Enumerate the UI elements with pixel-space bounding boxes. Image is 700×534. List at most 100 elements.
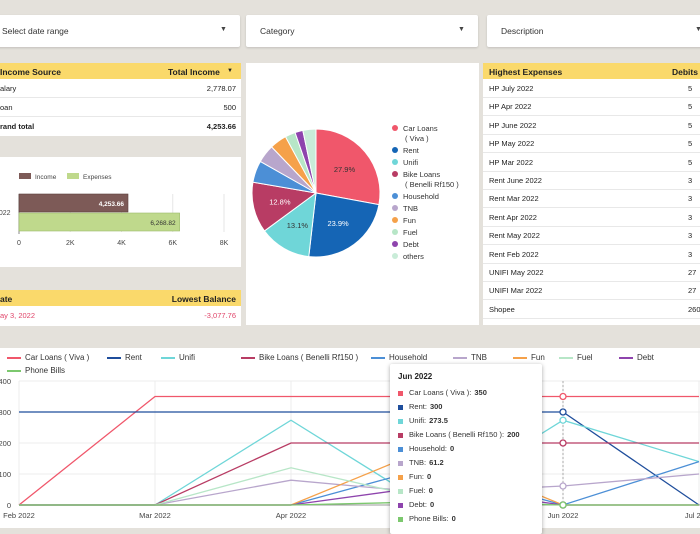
line-x-tick-label: Jul 2022 [685,511,700,520]
balance-value-cell: -3,077.76 [204,311,236,320]
line-series[interactable] [19,501,699,506]
line-legend-label: Rent [125,353,142,362]
highest-expenses-header[interactable]: Highest Expenses [489,67,563,77]
line-series[interactable] [19,485,699,506]
pie-legend-label: Bike Loans [403,170,441,179]
income-source-header[interactable]: Income Source [0,67,61,77]
category-filter[interactable]: Category ▼ [246,15,478,47]
line-legend-item[interactable]: Fun [513,353,545,362]
hover-point[interactable] [559,501,567,509]
line-legend-item[interactable]: Car Loans ( Viva ) [7,353,89,362]
date-range-filter[interactable]: Select date range ▼ [0,15,240,47]
tooltip-row: Household: 0 [398,444,454,453]
lowest-balance-table: ate Lowest Balance ay 3, 2022 -3,077.76 [0,290,241,326]
tooltip-series-value: 0 [449,444,455,453]
balance-table-header: ate Lowest Balance [0,290,241,306]
tooltip-row: Rent: 300 [398,402,442,411]
pie-slice-label: 13.1% [287,221,309,230]
total-income-header[interactable]: Total Income [168,67,220,77]
line-series[interactable] [19,473,700,506]
line-series[interactable] [19,411,700,506]
tooltip-series-label: Phone Bills: [409,514,449,523]
table-row[interactable]: HP Mar 2022 5 [483,153,700,172]
expense-debit-cell: 260 [688,304,700,314]
sort-desc-icon[interactable]: ▼ [227,68,233,74]
tooltip-row: Debt: 0 [398,500,434,509]
tooltip-series-value: 0 [427,472,432,481]
table-row[interactable]: UNIFI J... 2022 [483,318,700,325]
line-series[interactable] [19,419,700,506]
line-legend-item[interactable]: Phone Bills [7,366,65,375]
expense-name-cell: HP May 2022 [489,139,535,149]
legend-dot-icon [392,159,398,165]
line-series[interactable] [19,448,699,506]
pie-slice[interactable] [308,192,380,258]
tooltip-series-label: Rent: [409,402,427,411]
date-header[interactable]: ate [0,294,13,304]
line-legend-item[interactable]: Fuel [559,353,593,362]
line-legend-item[interactable]: Rent [107,353,142,362]
line-series[interactable] [18,395,699,506]
hover-point[interactable] [559,439,567,447]
legend-line-icon [513,357,527,359]
expense-debit-cell: 3 [688,176,693,185]
table-row[interactable]: UNIFI Mar 2022 27 [483,281,700,301]
tooltip-swatch-icon [398,502,403,508]
expense-debit-cell: 27 [688,268,697,277]
expenses-bar[interactable] [18,212,180,232]
expense-name-cell: Shopee [489,304,515,314]
expense-name-cell: UNIFI J... 2022 [489,323,539,325]
line-legend-item[interactable]: TNB [453,353,487,362]
table-row[interactable]: HP July 2022 5 [483,79,700,98]
table-row[interactable]: Rent May 2022 3 [483,226,700,246]
table-row[interactable]: Rent Feb 2022 3 [483,245,700,264]
line-x-tick-label: Feb 2022 [3,511,35,520]
tooltip-series-value: 0 [428,486,433,495]
category-label: Category [260,26,295,36]
pie-slice[interactable] [315,128,381,206]
hover-point[interactable] [559,408,567,416]
line-legend-label: TNB [471,353,487,362]
expense-debit-cell: 3 [688,231,693,241]
pie-slice-label: 23.9% [327,219,349,228]
expense-debit-cell: 5 [688,102,693,112]
table-row[interactable]: HP May 2022 5 [483,134,700,154]
expense-name-cell: Rent Feb 2022 [489,249,539,259]
table-row[interactable]: Rent Apr 2022 3 [483,208,700,227]
legend-line-icon [559,357,573,359]
description-label: Description [501,26,544,36]
legend-line-icon [107,357,121,359]
line-legend-item[interactable]: Household [371,353,427,362]
line-legend-label: Bike Loans ( Benelli Rf150 ) [259,353,359,362]
pie-slice[interactable] [302,128,317,194]
table-row[interactable]: Rent Mar 2022 3 [483,189,700,209]
grand-total-row: rand total 4,253.66 [0,117,241,135]
line-legend-item[interactable]: Unifi [161,353,195,362]
hover-point[interactable] [559,392,567,401]
table-row[interactable]: Shopee 260 [483,300,700,319]
lowest-balance-header[interactable]: Lowest Balance [171,294,236,304]
pie-legend-label: TNB [403,204,418,213]
line-legend-item[interactable]: Bike Loans ( Benelli Rf150 ) [241,353,358,362]
bar-x-tick-label: 0 [17,240,21,247]
debits-header[interactable]: Debits [672,67,698,77]
legend-line-icon [619,357,633,359]
line-y-tick-label: 200 [0,439,11,448]
description-filter[interactable]: Description ▼ [487,15,700,47]
table-row[interactable]: HP June 2022 5 [483,116,700,135]
table-row[interactable]: HP Apr 2022 5 [483,97,700,117]
tooltip-series-label: Household: [409,444,447,453]
grand-total-label: rand total [0,122,35,131]
line-legend-label: Debt [637,353,654,362]
line-legend-label: Fun [531,353,545,362]
expenses-legend-swatch [67,173,79,179]
hover-point[interactable] [559,482,567,490]
line-legend-label: Fuel [577,353,593,362]
table-row[interactable]: UNIFI May 2022 27 [483,263,700,282]
hover-point[interactable] [559,416,567,424]
expense-pie-card: 27.9% 23.9% 13.1% 12.8% Car Loans( Viva ) Re… [246,63,479,325]
line-legend-item[interactable]: Debt [619,353,654,362]
table-row[interactable]: Rent June 2022 3 [483,171,700,190]
income-bar[interactable] [18,193,129,213]
tooltip-swatch-icon [398,390,403,396]
